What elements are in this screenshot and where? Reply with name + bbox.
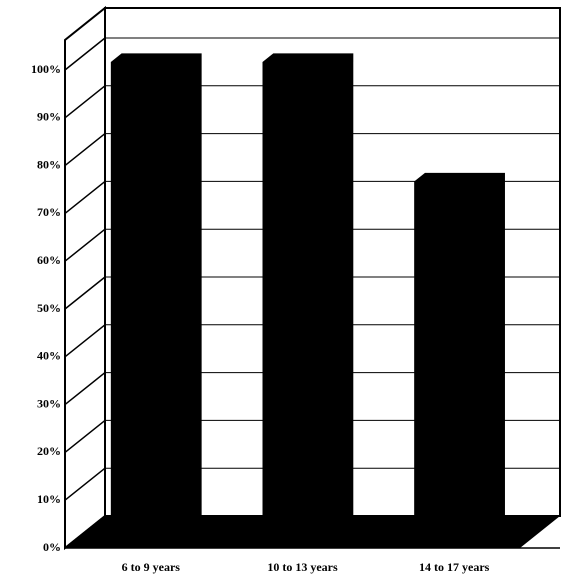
y-tick-label: 100% bbox=[31, 62, 61, 76]
x-tick-label: 14 to 17 years bbox=[419, 560, 490, 574]
y-tick-label: 40% bbox=[37, 349, 61, 363]
y-tick-label: 70% bbox=[37, 205, 61, 219]
bar bbox=[263, 53, 354, 540]
chart: 0% 10% 20% 30% 40% 50% 60% 70% 80% 90% 100% 6 to 9 … bbox=[0, 0, 577, 580]
y-tick-label: 0% bbox=[43, 540, 61, 554]
x-tick-label: 6 to 9 years bbox=[122, 560, 181, 574]
y-tick-label: 90% bbox=[37, 110, 61, 124]
bar bbox=[414, 173, 505, 540]
y-tick-label: 80% bbox=[37, 157, 61, 171]
y-tick-label: 60% bbox=[37, 253, 61, 267]
y-tick-label: 10% bbox=[37, 492, 61, 506]
y-tick-label: 20% bbox=[37, 444, 61, 458]
y-tick-label: 50% bbox=[37, 301, 61, 315]
y-tick-label: 30% bbox=[37, 396, 61, 410]
bar bbox=[111, 53, 202, 540]
x-tick-label: 10 to 13 years bbox=[267, 560, 338, 574]
side-wall bbox=[65, 8, 105, 548]
